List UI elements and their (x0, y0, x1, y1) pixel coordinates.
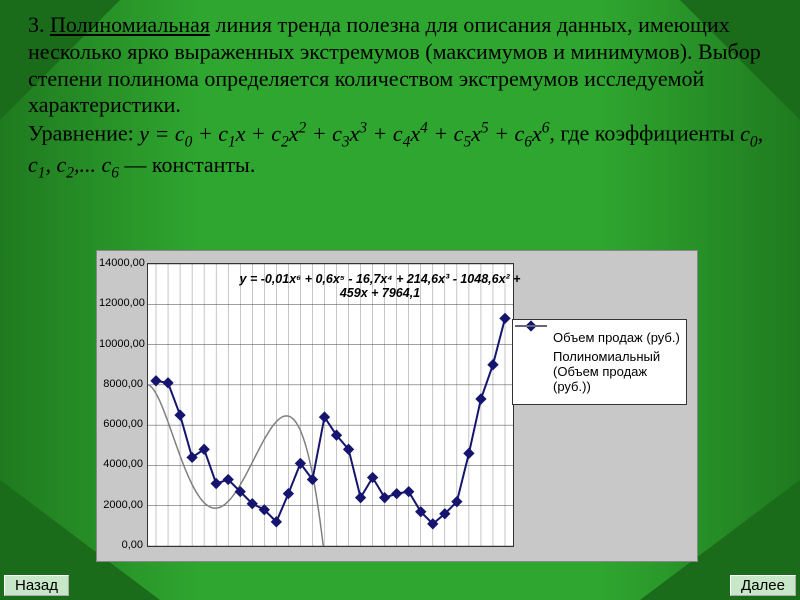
legend-item-trend: Полиномиальный (Объем продаж (руб.)) (517, 349, 682, 394)
trendline-equation: y = -0,01x⁶ + 0,6x⁵ - 16,7x⁴ + 214,6x³ -… (230, 272, 530, 301)
chart-svg (148, 264, 513, 546)
prev-button[interactable]: Назад (4, 575, 69, 596)
chart-legend: Объем продаж (руб.) Полиномиальный (Объе… (512, 319, 687, 405)
y-axis-label: 10000,00 (99, 338, 143, 350)
y-axis-label: 14000,00 (99, 257, 143, 269)
plot-area: y = -0,01x⁶ + 0,6x⁵ - 16,7x⁴ + 214,6x³ -… (147, 263, 514, 547)
y-axis-label: 8000,00 (99, 378, 143, 390)
legend-item-series: Объем продаж (руб.) (517, 330, 682, 345)
description-text: 3. Полиномиальная линия тренда полезна д… (28, 12, 772, 183)
chart-container: 0,00 2000,00 4000,00 6000,00 8000,00 10000,00… (96, 250, 698, 562)
y-axis-label: 0,00 (99, 539, 143, 551)
y-axis-label: 12000,00 (99, 297, 143, 309)
y-axis-label: 4000,00 (99, 458, 143, 470)
y-axis-label: 2000,00 (99, 499, 143, 511)
next-button[interactable]: Далее (730, 575, 796, 596)
y-axis-label: 6000,00 (99, 418, 143, 430)
